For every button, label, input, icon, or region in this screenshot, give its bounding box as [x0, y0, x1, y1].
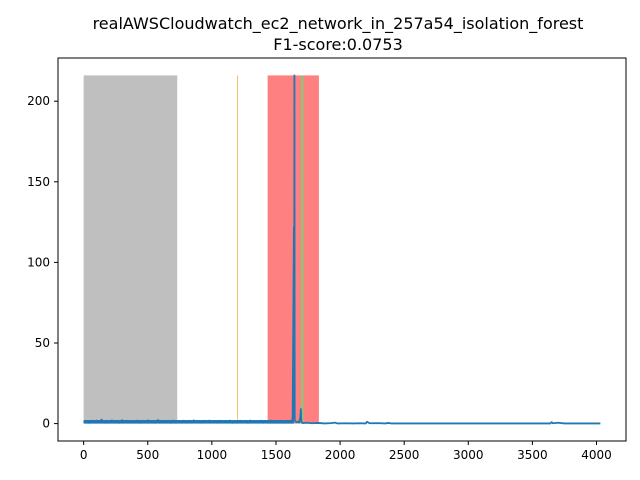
plot-area	[83, 74, 601, 425]
y-tick-label: 0	[42, 417, 50, 431]
x-tick-label: 1000	[197, 448, 228, 462]
plot-frame	[57, 57, 627, 442]
x-tick-label: 2500	[389, 448, 420, 462]
training-region	[83, 75, 178, 424]
series-line	[83, 74, 601, 425]
axes: 0 500 1000 1500 2000 2500 3000 3500 4000 0 50 100 15…	[27, 57, 627, 462]
x-tick-label: 0	[80, 448, 88, 462]
x-tick-label: 3500	[517, 448, 548, 462]
chart-subtitle: F1-score:0.0753	[273, 35, 403, 54]
y-tick-label: 200	[27, 94, 50, 108]
x-tick-label: 2000	[325, 448, 356, 462]
x-tick-label: 1500	[261, 448, 292, 462]
y-tick-label: 150	[27, 175, 50, 189]
chart-title: realAWSCloudwatch_ec2_network_in_257a54_…	[93, 14, 584, 34]
x-tick-label: 500	[136, 448, 159, 462]
x-tick-label: 4000	[581, 448, 612, 462]
x-tick-label: 3000	[453, 448, 484, 462]
y-tick-label: 100	[27, 255, 50, 269]
y-tick-label: 50	[35, 336, 50, 350]
